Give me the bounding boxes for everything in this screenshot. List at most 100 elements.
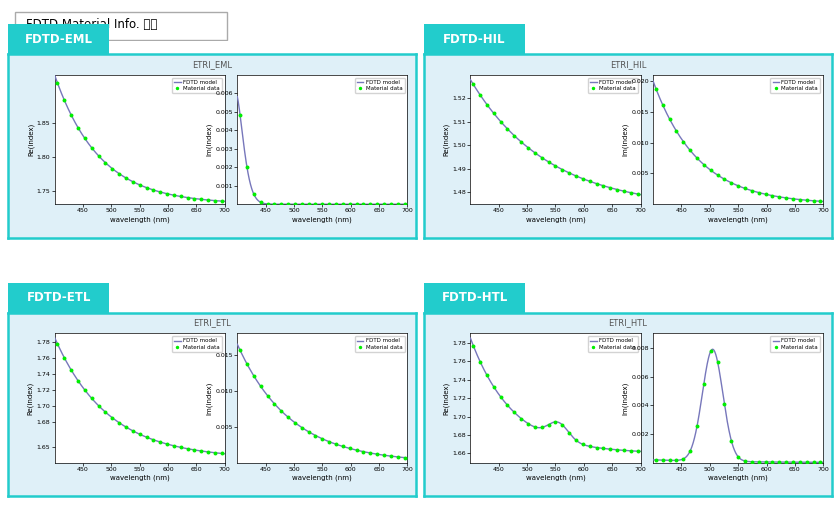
Point	[590, 444, 603, 452]
Point	[786, 458, 800, 466]
Point	[58, 354, 71, 362]
Point	[711, 171, 724, 179]
Point	[542, 420, 555, 429]
Point	[398, 453, 412, 462]
Point	[549, 418, 562, 426]
Point	[295, 200, 308, 208]
Point	[377, 451, 391, 459]
Point	[814, 197, 827, 205]
Text: ETRI_HIL: ETRI_HIL	[610, 60, 646, 69]
X-axis label: wavelength (nm): wavelength (nm)	[292, 475, 352, 481]
Text: FDTD-HIL: FDTD-HIL	[444, 33, 506, 46]
Point	[50, 79, 64, 87]
Point	[766, 458, 780, 466]
Point	[711, 358, 724, 366]
Point	[254, 198, 267, 206]
Point	[617, 446, 631, 454]
Point	[240, 163, 254, 172]
Point	[570, 172, 583, 180]
Point	[745, 458, 759, 466]
Point	[656, 101, 669, 109]
Point	[611, 186, 624, 194]
Point	[275, 407, 288, 415]
X-axis label: wavelength (nm): wavelength (nm)	[292, 216, 352, 223]
Point	[106, 414, 119, 422]
Point	[617, 187, 631, 195]
Point	[528, 423, 542, 431]
Point	[288, 200, 302, 208]
Point	[732, 452, 745, 461]
Point	[697, 160, 711, 169]
Point	[113, 419, 126, 427]
Legend: FDTD model, Material data: FDTD model, Material data	[770, 78, 821, 93]
Point	[188, 194, 202, 203]
Point	[690, 154, 704, 162]
Point	[563, 169, 576, 177]
Point	[98, 408, 112, 416]
Text: FDTD-EML: FDTD-EML	[25, 33, 92, 46]
Point	[494, 393, 507, 401]
Y-axis label: Im(index): Im(index)	[622, 382, 628, 415]
Legend: FDTD model, Material data: FDTD model, Material data	[172, 78, 222, 93]
Point	[466, 341, 480, 349]
Point	[684, 447, 697, 455]
Point	[596, 444, 610, 452]
Point	[391, 200, 404, 208]
Point	[309, 200, 323, 208]
Point	[275, 200, 288, 208]
Point	[704, 166, 717, 174]
Point	[295, 423, 308, 432]
Point	[669, 127, 683, 135]
Point	[139, 184, 153, 192]
Point	[535, 154, 549, 162]
Point	[281, 200, 295, 208]
Point	[65, 366, 78, 374]
Legend: FDTD model, Material data: FDTD model, Material data	[770, 336, 821, 352]
Point	[247, 190, 260, 199]
Point	[814, 458, 827, 466]
X-axis label: wavelength (nm): wavelength (nm)	[110, 475, 170, 481]
Point	[576, 175, 590, 183]
Point	[92, 151, 105, 160]
Point	[663, 456, 676, 464]
Point	[501, 125, 514, 133]
Legend: FDTD model, Material data: FDTD model, Material data	[354, 336, 405, 352]
Point	[202, 448, 215, 456]
Point	[528, 149, 542, 157]
Point	[555, 421, 569, 429]
Point	[357, 200, 370, 208]
Point	[58, 96, 71, 104]
Point	[786, 195, 800, 203]
Point	[555, 165, 569, 174]
Y-axis label: Im(index): Im(index)	[622, 123, 628, 156]
Point	[167, 442, 181, 450]
Point	[350, 446, 364, 454]
Point	[800, 196, 813, 204]
Point	[752, 189, 765, 197]
Point	[780, 194, 793, 202]
Point	[793, 195, 806, 204]
Point	[604, 445, 617, 453]
Point	[522, 419, 535, 428]
Point	[487, 109, 501, 117]
Point	[364, 200, 377, 208]
Point	[215, 449, 228, 458]
Point	[119, 423, 133, 431]
Point	[576, 440, 590, 449]
Point	[147, 436, 160, 444]
Y-axis label: Re(index): Re(index)	[27, 382, 34, 415]
Point	[234, 346, 247, 355]
X-axis label: wavelength (nm): wavelength (nm)	[708, 475, 768, 481]
Point	[732, 181, 745, 190]
Point	[85, 394, 98, 403]
Point	[202, 196, 215, 204]
Text: FDTD Material Info. 확인: FDTD Material Info. 확인	[26, 18, 157, 31]
Point	[126, 427, 139, 435]
Point	[480, 371, 494, 379]
Point	[174, 443, 187, 451]
Y-axis label: Re(index): Re(index)	[443, 123, 449, 156]
Point	[181, 445, 194, 453]
Point	[268, 400, 281, 408]
Point	[234, 111, 247, 119]
Point	[65, 111, 78, 119]
